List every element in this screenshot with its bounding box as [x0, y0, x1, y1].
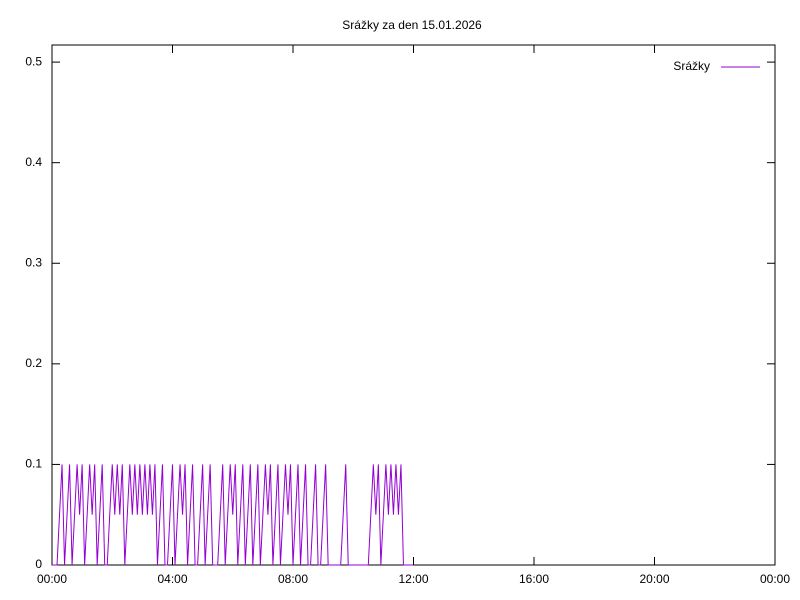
legend-label: Srážky — [673, 59, 710, 73]
x-tick-label: 00:00 — [37, 572, 67, 586]
x-tick-label: 20:00 — [639, 572, 669, 586]
y-tick-label: 0.4 — [25, 155, 42, 169]
chart-title: Srážky za den 15.01.2026 — [342, 18, 482, 32]
x-tick-label: 00:00 — [760, 572, 790, 586]
y-tick-label: 0.5 — [25, 54, 42, 68]
y-tick-label: 0 — [35, 557, 42, 571]
x-tick-label: 08:00 — [278, 572, 308, 586]
x-tick-label: 12:00 — [398, 572, 428, 586]
data-line — [52, 464, 414, 566]
y-tick-label: 0.2 — [25, 356, 42, 370]
x-tick-label: 04:00 — [157, 572, 187, 586]
y-tick-label: 0.1 — [25, 457, 42, 471]
plot-frame — [51, 44, 776, 566]
x-tick-label: 16:00 — [519, 572, 549, 586]
y-tick-label: 0.3 — [25, 255, 42, 269]
